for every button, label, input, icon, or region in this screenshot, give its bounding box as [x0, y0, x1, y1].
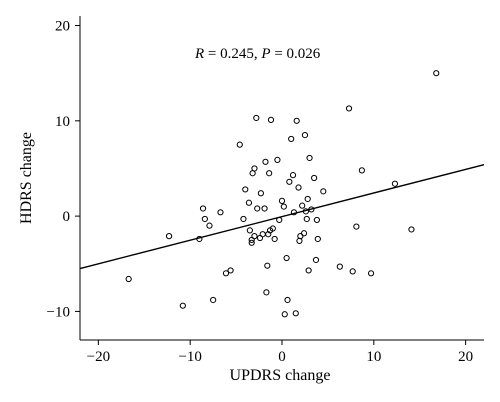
data-point — [303, 215, 310, 223]
data-point — [276, 216, 283, 224]
fit-line-group — [79, 163, 485, 270]
data-point — [290, 209, 298, 216]
y-ticks: −10 0 10 20 — [47, 19, 80, 320]
data-point — [312, 256, 320, 264]
data-point — [125, 275, 132, 283]
data-point — [433, 70, 440, 77]
data-point — [179, 302, 186, 309]
data-point — [227, 267, 234, 274]
y-tick-label: 10 — [55, 114, 70, 130]
data-points — [125, 70, 440, 318]
data-point — [304, 195, 311, 203]
data-point — [286, 178, 293, 185]
p-value: = 0.026 — [271, 46, 321, 62]
data-point — [292, 310, 299, 317]
data-point — [196, 235, 203, 243]
data-point — [283, 254, 290, 262]
x-tick-label: 0 — [278, 349, 286, 365]
r-value: = 0.245, — [204, 46, 261, 62]
data-point — [259, 231, 266, 238]
data-point — [253, 114, 260, 122]
data-point — [391, 180, 399, 187]
data-point — [246, 227, 253, 234]
data-point — [165, 233, 173, 240]
fit-line — [79, 163, 485, 270]
data-point — [199, 205, 207, 212]
data-point — [236, 141, 243, 148]
data-point — [293, 117, 300, 124]
y-tick-label: 0 — [63, 209, 71, 225]
data-point — [289, 172, 297, 179]
data-point — [349, 268, 356, 275]
x-tick-label: 10 — [366, 349, 381, 365]
data-point — [308, 206, 315, 213]
data-point — [353, 223, 360, 230]
data-point — [345, 105, 353, 112]
p-symbol: P — [260, 46, 270, 62]
r-symbol: R — [194, 46, 204, 62]
data-point — [274, 156, 281, 163]
data-point — [281, 311, 288, 318]
data-point — [261, 205, 268, 212]
data-point — [251, 233, 258, 240]
y-tick-label: 20 — [55, 19, 70, 35]
data-point — [313, 216, 320, 224]
data-point — [262, 158, 269, 165]
y-tick-label: −10 — [47, 304, 70, 320]
data-point — [267, 116, 275, 123]
data-point — [358, 167, 365, 174]
data-point — [305, 267, 312, 274]
x-ticks: −20 −10 0 10 20 — [87, 340, 473, 365]
data-point — [269, 225, 276, 232]
data-point — [265, 231, 272, 238]
data-point — [284, 296, 291, 304]
data-point — [257, 190, 264, 197]
data-point — [254, 205, 261, 212]
data-point — [295, 184, 302, 191]
x-axis-title: UPDRS change — [230, 367, 331, 384]
data-point — [242, 186, 249, 193]
data-point — [311, 174, 318, 182]
x-tick-label: −20 — [87, 349, 110, 365]
y-axis-title: HDRS change — [18, 132, 35, 224]
data-point — [302, 208, 309, 215]
data-point — [251, 165, 258, 172]
data-point — [278, 197, 286, 204]
axes — [79, 16, 484, 341]
data-point — [408, 226, 415, 233]
data-point — [320, 188, 327, 195]
data-point — [280, 203, 287, 210]
data-point — [306, 154, 313, 162]
data-point — [217, 209, 224, 216]
data-point — [264, 262, 271, 269]
correlation-annotation: R = 0.245, P = 0.026 — [194, 46, 321, 62]
data-point — [271, 235, 278, 243]
x-tick-label: −10 — [178, 349, 201, 365]
data-point — [288, 135, 295, 143]
data-point — [299, 202, 306, 209]
data-point — [222, 270, 230, 277]
data-point — [301, 132, 309, 139]
data-point — [314, 235, 321, 243]
data-point — [300, 230, 308, 237]
data-point — [263, 289, 270, 296]
data-point — [248, 239, 255, 246]
data-point — [210, 296, 217, 304]
data-point — [266, 170, 273, 177]
data-point — [206, 222, 213, 229]
data-point — [367, 270, 375, 277]
data-point — [245, 199, 253, 206]
data-point — [201, 215, 208, 223]
data-point — [240, 215, 247, 223]
data-point — [336, 263, 343, 270]
x-tick-label: 20 — [458, 349, 473, 365]
